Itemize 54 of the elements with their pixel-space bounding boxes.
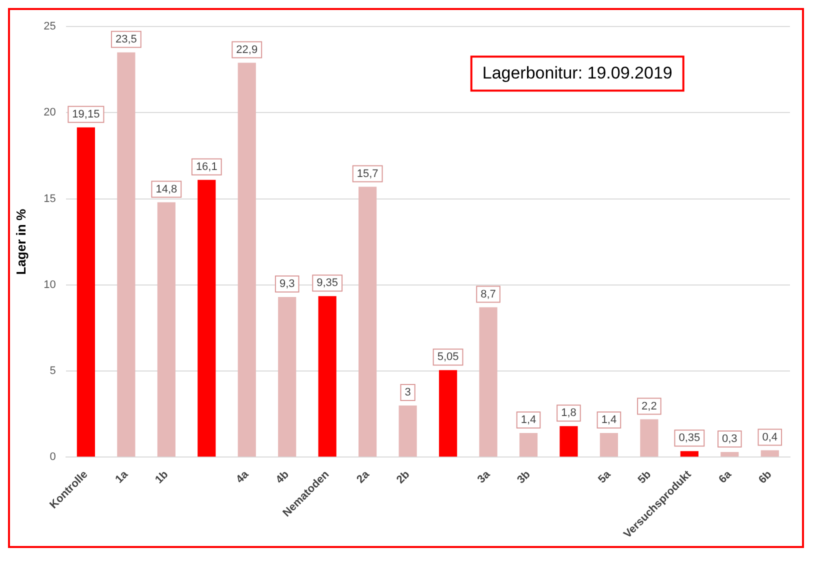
x-tick-label: 1b: [153, 468, 171, 486]
bar: [238, 62, 256, 457]
data-label: 1,4: [520, 414, 536, 426]
data-label: 1,8: [561, 407, 576, 420]
data-label: 1,4: [601, 414, 617, 426]
data-label: 5,05: [437, 351, 459, 364]
bar: [560, 426, 578, 457]
x-tick-label: 1a: [113, 468, 132, 486]
annotation: Lagerbonitur: 19.09.2019: [482, 63, 672, 82]
data-label: 23,5: [115, 33, 137, 46]
bar: [479, 307, 498, 457]
x-tick-label: 4a: [234, 468, 252, 486]
data-label: 3: [404, 386, 411, 398]
y-axis-title: Lager in %: [13, 208, 28, 275]
bar: [318, 296, 336, 457]
x-tick-label: 2b: [394, 468, 412, 486]
bar: [117, 52, 136, 457]
data-label: 22,9: [236, 44, 258, 56]
bar: [680, 451, 698, 457]
bar: [600, 433, 618, 457]
bar: [760, 450, 779, 457]
y-tick-label: 15: [44, 192, 56, 205]
data-label: 9,35: [316, 277, 338, 290]
data-label: 0,3: [722, 432, 738, 445]
x-tick-label: 3b: [515, 468, 533, 486]
bar: [198, 180, 216, 457]
bar: [720, 452, 739, 457]
data-label: 8,7: [480, 288, 496, 300]
data-label: 16,1: [196, 160, 218, 173]
y-tick-label: 20: [44, 106, 56, 119]
data-label: 15,7: [356, 168, 378, 180]
y-tick-label: 25: [44, 20, 56, 33]
y-tick-label: 0: [50, 451, 56, 464]
data-label: 9,3: [279, 278, 295, 290]
data-label: 2,2: [642, 400, 657, 412]
bar: [278, 296, 296, 457]
data-label: 0,35: [678, 432, 700, 444]
bar: [438, 370, 458, 457]
bar: [519, 433, 538, 457]
x-tick-label: 5a: [596, 468, 614, 486]
data-label: 0,4: [762, 431, 778, 444]
data-label: 19,15: [72, 108, 100, 120]
bar: [157, 202, 176, 457]
y-tick-label: 5: [50, 365, 56, 378]
bar: [358, 186, 377, 457]
data-label: 14,8: [156, 183, 178, 196]
bar: [640, 419, 658, 457]
x-tick-label: 6a: [716, 468, 735, 486]
bar: [76, 127, 96, 457]
x-tick-label: 3a: [475, 468, 494, 486]
y-tick-label: 10: [44, 278, 56, 291]
x-tick-label: 2a: [354, 468, 372, 486]
bar: [398, 405, 417, 457]
x-tick-label: 6b: [756, 468, 774, 486]
